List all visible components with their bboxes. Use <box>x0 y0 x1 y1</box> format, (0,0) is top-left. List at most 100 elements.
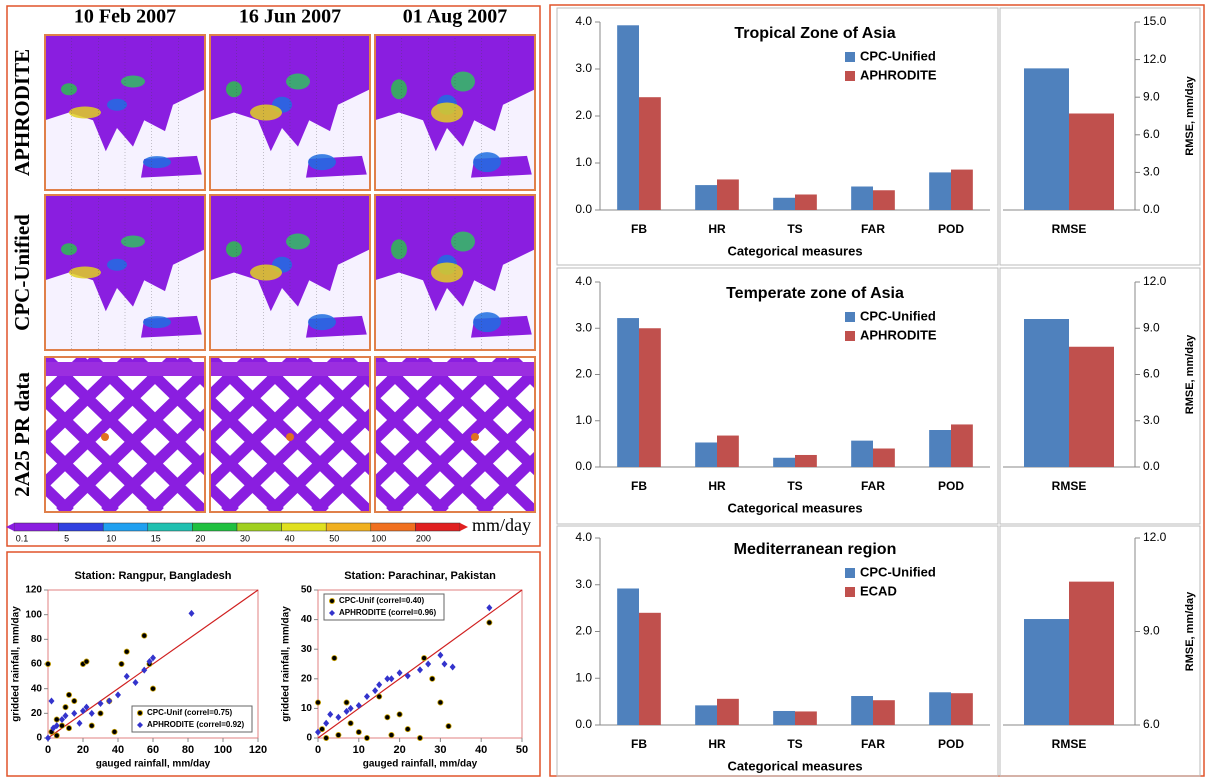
rain-blob <box>107 99 127 111</box>
point <box>417 666 423 673</box>
point <box>486 604 492 611</box>
y-tick-label: 4.0 <box>575 14 592 28</box>
bar <box>851 441 873 467</box>
map-row-label: 2A25 PR data <box>10 372 34 497</box>
y-tick-label: 10 <box>301 703 313 714</box>
bar <box>1069 113 1114 210</box>
point <box>150 686 155 691</box>
rain-blob <box>121 236 145 248</box>
y-tick-label: 1.0 <box>575 670 592 684</box>
bar <box>717 436 739 467</box>
rain-blob <box>451 232 475 252</box>
rain-blob <box>226 81 242 97</box>
point <box>63 705 68 710</box>
y-tick-label: 0.0 <box>575 717 592 731</box>
y-tick-label: 12.0 <box>1143 274 1167 288</box>
rain-blob <box>107 259 127 271</box>
bar <box>695 705 717 725</box>
legend-label: CPC-Unified <box>860 48 936 63</box>
bar <box>1024 619 1069 725</box>
bar <box>717 179 739 210</box>
bar <box>851 187 873 211</box>
point <box>417 735 422 740</box>
y-tick-label: 3.0 <box>1143 413 1160 427</box>
colorbar-unit: mm/day <box>472 515 531 535</box>
point <box>141 667 147 674</box>
point <box>389 732 394 737</box>
point <box>133 679 139 686</box>
point <box>377 694 382 699</box>
colorbar-segment <box>326 523 371 531</box>
rain-blob <box>286 234 310 250</box>
legend-label: APHRODITE <box>860 327 937 342</box>
rain-blob <box>226 241 242 257</box>
bar <box>639 97 661 210</box>
rain-blob <box>473 312 501 332</box>
rain-blob <box>391 79 407 99</box>
rain-dot <box>101 433 109 441</box>
rain-dot <box>286 433 294 441</box>
chart-title: Station: Rangpur, Bangladesh <box>74 570 231 582</box>
point <box>72 698 77 703</box>
colorbar-segment <box>371 523 416 531</box>
legend-label: APHRODITE (correl=0.96) <box>339 608 436 617</box>
rain-blob <box>473 152 501 172</box>
x-tick-label: RMSE <box>1052 479 1087 493</box>
colorbar-label: 50 <box>329 533 339 543</box>
x-tick-label: 120 <box>249 744 267 756</box>
legend-swatch <box>845 568 855 578</box>
colorbar-label: 40 <box>285 533 295 543</box>
y-tick-label: 40 <box>31 683 43 694</box>
point <box>437 652 443 659</box>
point <box>77 720 83 727</box>
bar <box>695 442 717 467</box>
bar <box>795 455 817 467</box>
chart-title: Temperate zone of Asia <box>726 285 904 302</box>
point <box>124 673 130 680</box>
rain-blob <box>143 316 171 328</box>
chart-title: Station: Parachinar, Pakistan <box>344 570 496 582</box>
y-tick-label: 12.0 <box>1143 52 1167 66</box>
y-tick-label: 2.0 <box>575 367 592 381</box>
point <box>84 659 89 664</box>
point <box>446 724 451 729</box>
colorbar-segment <box>103 523 148 531</box>
point <box>106 698 112 705</box>
point <box>332 655 337 660</box>
point <box>54 733 59 738</box>
point <box>397 669 403 676</box>
rain-blob <box>391 239 407 259</box>
x-tick-label: POD <box>938 222 964 236</box>
y-tick-label: 15.0 <box>1143 14 1167 28</box>
y-tick-label: 0.0 <box>575 202 592 216</box>
point <box>356 729 361 734</box>
point <box>142 633 147 638</box>
map-date: 16 Jun 2007 <box>239 6 341 28</box>
y-tick-label: 4.0 <box>575 530 592 544</box>
colorbar-segment <box>148 523 193 531</box>
point <box>441 661 447 668</box>
colorbar-segment <box>192 523 237 531</box>
rain-blob <box>431 263 463 283</box>
y-tick-label: 60 <box>31 659 43 670</box>
bar <box>1024 68 1069 210</box>
x-tick-label: RMSE <box>1052 222 1087 236</box>
bar <box>1069 347 1114 467</box>
x-axis-label: gauged rainfall, mm/day <box>96 759 211 770</box>
bar <box>773 198 795 210</box>
bar <box>929 430 951 467</box>
legend-marker <box>138 711 143 716</box>
rain-blob <box>69 107 101 119</box>
x-tick-label: FAR <box>861 479 885 493</box>
x-axis-label: Categorical measures <box>727 758 862 773</box>
y-axis-label: RMSE, mm/day <box>1184 334 1196 414</box>
map-row-label: APHRODITE <box>10 49 34 176</box>
x-tick-label: POD <box>938 479 964 493</box>
y-tick-label: 20 <box>301 673 313 684</box>
colorbar-label: 200 <box>416 533 431 543</box>
point <box>372 687 378 694</box>
point <box>487 620 492 625</box>
y-tick-label: 30 <box>301 644 313 655</box>
rain-blob <box>308 154 336 170</box>
y-tick-label: 9.0 <box>1143 624 1160 638</box>
